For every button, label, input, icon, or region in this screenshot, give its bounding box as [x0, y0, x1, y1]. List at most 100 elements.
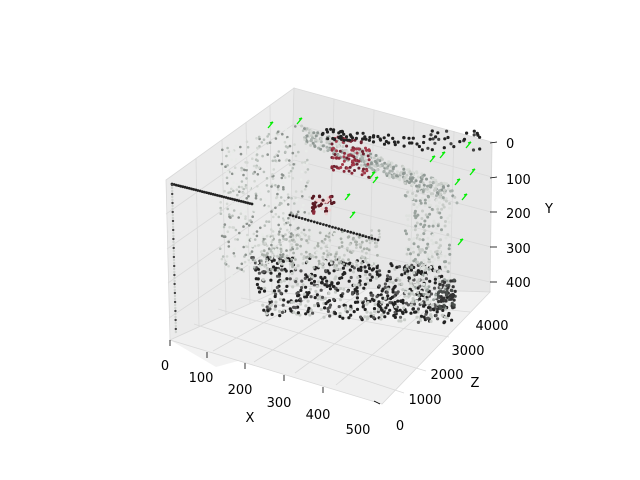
- data-point: [174, 309, 177, 313]
- data-point: [426, 252, 430, 256]
- data-point: [196, 189, 200, 192]
- data-point: [259, 226, 262, 230]
- data-point: [352, 283, 357, 287]
- data-point: [376, 253, 379, 257]
- data-point: [416, 291, 420, 294]
- data-point: [355, 292, 360, 296]
- data-point: [404, 291, 408, 294]
- data-point: [227, 150, 231, 153]
- data-point: [359, 265, 363, 269]
- data-point: [377, 269, 382, 273]
- data-point: [297, 226, 300, 230]
- data-point: [427, 203, 431, 207]
- data-point: [229, 176, 233, 180]
- data-point: [270, 237, 274, 240]
- data-point: [221, 255, 225, 258]
- data-point: [375, 270, 379, 274]
- data-point: [326, 137, 330, 141]
- arrow-marker: [369, 171, 376, 179]
- data-point: [373, 310, 377, 314]
- data-point: [260, 263, 264, 267]
- data-point: [393, 143, 397, 147]
- data-point: [363, 307, 367, 312]
- data-point: [417, 247, 421, 251]
- data-point: [295, 213, 299, 216]
- data-point: [272, 265, 276, 269]
- data-point: [277, 150, 281, 153]
- data-point: [268, 297, 272, 302]
- data-point: [258, 191, 262, 195]
- data-point: [411, 246, 415, 250]
- data-point: [423, 198, 427, 202]
- data-point: [314, 289, 318, 293]
- data-point: [294, 190, 298, 193]
- data-point: [221, 148, 224, 152]
- data-point: [295, 198, 299, 202]
- data-point: [344, 135, 349, 139]
- data-point: [305, 161, 309, 165]
- data-point: [440, 274, 444, 278]
- data-point: [265, 177, 269, 180]
- x-tick-label: 400: [306, 408, 331, 423]
- data-point: [258, 264, 262, 267]
- data-point: [177, 184, 180, 188]
- data-point: [321, 265, 325, 269]
- data-point: [431, 307, 435, 311]
- data-point: [387, 269, 391, 274]
- data-point: [327, 235, 331, 239]
- data-point: [404, 310, 408, 314]
- data-point: [443, 137, 447, 141]
- data-point: [244, 217, 247, 220]
- data-point: [232, 181, 235, 184]
- data-point: [245, 220, 248, 223]
- data-point: [216, 194, 219, 197]
- data-point: [368, 135, 372, 140]
- data-point: [173, 270, 176, 274]
- data-point: [271, 177, 275, 180]
- data-point: [266, 261, 269, 264]
- data-point: [265, 257, 268, 261]
- data-point: [283, 140, 287, 144]
- data-point: [440, 313, 444, 317]
- data-point: [257, 187, 261, 191]
- data-point: [309, 281, 314, 285]
- data-point: [259, 287, 263, 291]
- data-point: [303, 188, 307, 191]
- data-point: [357, 147, 361, 151]
- data-point: [229, 216, 232, 219]
- data-point: [285, 158, 289, 161]
- data-point: [171, 216, 175, 220]
- data-point: [405, 287, 409, 291]
- data-point: [230, 158, 233, 161]
- data-point: [436, 131, 440, 135]
- data-point: [294, 299, 298, 303]
- data-point: [340, 228, 343, 232]
- data-point: [308, 228, 311, 232]
- data-point: [235, 182, 239, 185]
- data-point: [422, 292, 426, 296]
- data-point: [407, 276, 411, 280]
- data-point: [405, 214, 409, 218]
- data-point: [416, 260, 420, 264]
- data-point: [317, 204, 321, 208]
- data-point: [171, 219, 175, 223]
- data-point: [438, 265, 442, 269]
- data-point: [235, 188, 239, 191]
- data-point: [436, 207, 440, 211]
- data-point: [171, 201, 174, 205]
- data-point: [388, 275, 392, 279]
- data-point: [302, 203, 305, 207]
- data-point: [365, 261, 369, 264]
- data-point: [351, 148, 355, 152]
- data-point: [286, 193, 290, 196]
- data-point: [305, 260, 309, 264]
- data-point: [288, 239, 292, 243]
- data-point: [402, 306, 406, 310]
- data-point: [301, 195, 304, 198]
- data-point: [277, 215, 281, 219]
- data-point: [376, 310, 380, 314]
- data-point: [336, 288, 340, 292]
- data-point: [174, 303, 177, 307]
- data-point: [294, 196, 297, 200]
- data-point: [268, 141, 272, 144]
